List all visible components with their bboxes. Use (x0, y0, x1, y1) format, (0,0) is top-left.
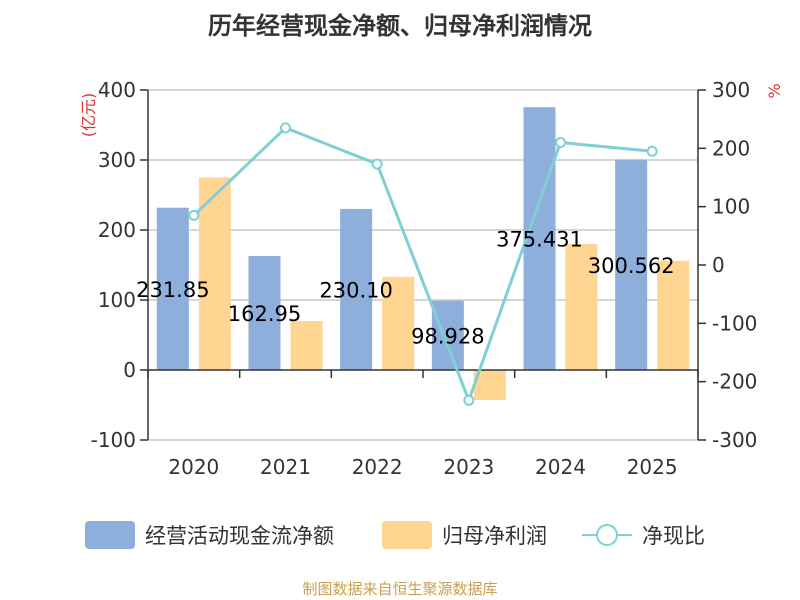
data-label-operating-cash: 230.10 (319, 278, 392, 302)
bar-operating-cash (615, 159, 648, 370)
bar-operating-cash (523, 107, 556, 370)
right-axis-tick-label: 300 (712, 78, 750, 102)
bar-net-profit (198, 177, 231, 370)
bar-net-profit (565, 244, 598, 370)
x-axis-tick-label: 2023 (443, 455, 494, 479)
data-label-operating-cash: 375.431 (496, 228, 583, 252)
point-cash-ratio (371, 158, 383, 170)
axes: 400 300 200 100 0 -100 300 200 100 0 -100 -200 -300 2… (91, 78, 758, 479)
chart-title: 历年经营现金净额、归母净利润情况 (208, 12, 592, 40)
legend-label-net-profit: 归母净利润 (442, 524, 547, 548)
data-label-operating-cash: 98.928 (411, 324, 484, 348)
right-axis-tick-label: -200 (712, 370, 757, 394)
left-axis-tick-label: -100 (91, 428, 136, 452)
gridlines (148, 89, 698, 441)
bar-net-profit (290, 321, 323, 370)
data-label-operating-cash: 300.562 (588, 254, 675, 278)
legend-label-cash-ratio: 净现比 (642, 524, 705, 548)
point-cash-ratio (463, 394, 475, 406)
right-axis-tick-label: -100 (712, 311, 757, 335)
left-axis-tick-label: 400 (98, 78, 136, 102)
left-axis-tick-label: 100 (98, 288, 136, 312)
right-axis-tick-label: 100 (712, 195, 750, 219)
legend-swatch-net-profit (382, 521, 432, 549)
legend: 经营活动现金流净额 归母净利润 净现比 (85, 521, 705, 549)
source-note: 制图数据来自恒生聚源数据库 (302, 580, 497, 598)
legend-marker-cash-ratio (596, 524, 618, 546)
bar-operating-cash (340, 208, 373, 370)
x-axis-tick-label: 2020 (168, 455, 219, 479)
line-series (188, 122, 658, 406)
left-axis-unit: (亿元) (79, 93, 98, 138)
right-axis-tick-label: 0 (712, 253, 725, 277)
right-axis-tick-label: 200 (712, 136, 750, 160)
bar-net-profit (382, 276, 415, 370)
point-cash-ratio (280, 122, 291, 134)
x-axis-tick-label: 2024 (535, 455, 586, 479)
bar-operating-cash (156, 207, 189, 370)
line-cash-ratio (192, 126, 653, 405)
legend-label-operating-cash: 经营活动现金流净额 (145, 524, 334, 548)
x-axis-tick-label: 2025 (627, 455, 678, 479)
point-cash-ratio (646, 145, 658, 157)
data-label-operating-cash: 162.95 (228, 302, 301, 326)
right-axis-tick-label: -300 (712, 428, 757, 452)
bars (156, 107, 690, 401)
left-axis-tick-label: 0 (123, 358, 136, 382)
bar-net-profit (657, 260, 690, 370)
data-label-operating-cash: 231.85 (136, 278, 209, 302)
left-axis-tick-label: 300 (98, 148, 136, 172)
legend-swatch-operating-cash (85, 521, 135, 549)
bar-operating-cash (431, 300, 464, 370)
x-axis-tick-label: 2021 (260, 455, 311, 479)
x-axis-tick-label: 2022 (352, 455, 403, 479)
point-cash-ratio (188, 209, 200, 221)
bar-operating-cash (248, 255, 281, 370)
left-axis-tick-label: 200 (98, 218, 136, 242)
right-axis-unit: % (765, 83, 784, 98)
point-cash-ratio (555, 137, 566, 148)
